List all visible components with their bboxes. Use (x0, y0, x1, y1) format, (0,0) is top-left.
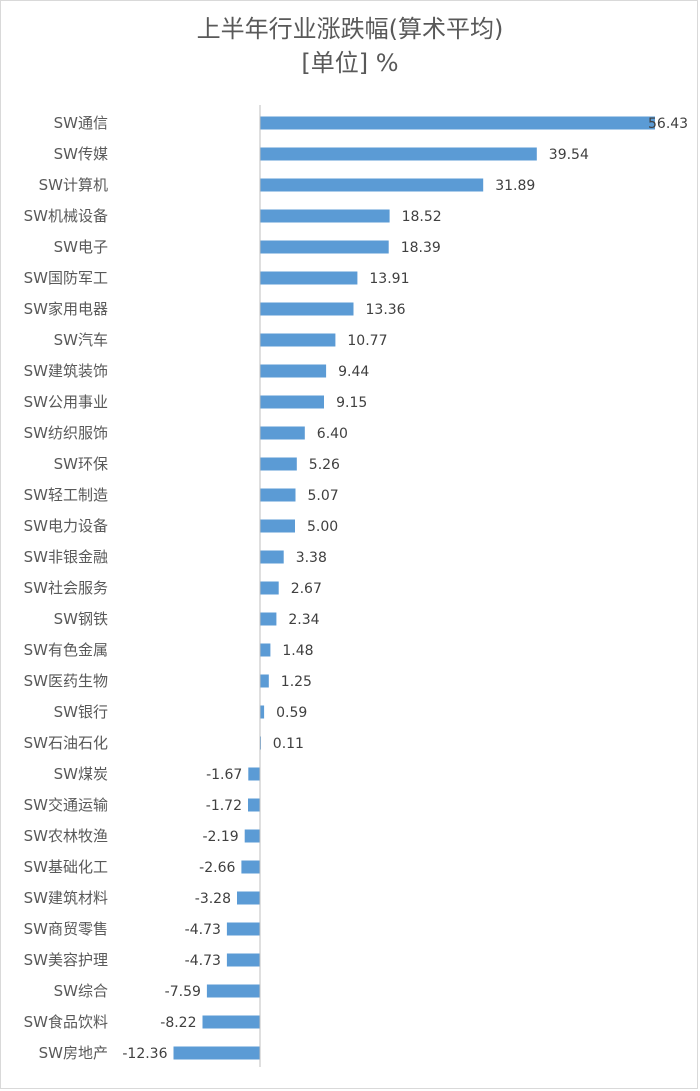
value-label: -3.28 (195, 891, 231, 907)
category-label: SW农林牧渔 (24, 827, 108, 845)
category-label: SW汽车 (54, 331, 108, 349)
category-label: SW国防军工 (24, 269, 108, 287)
bar-25 (237, 891, 260, 905)
bar-17 (260, 643, 271, 657)
value-label: 5.00 (307, 519, 338, 535)
bar-12 (260, 488, 296, 502)
value-label: -2.19 (202, 829, 238, 845)
value-label: 1.25 (281, 674, 312, 690)
bar-22 (248, 798, 260, 812)
category-label: SW综合 (54, 982, 108, 1000)
category-label: SW轻工制造 (24, 486, 108, 504)
bar-6 (260, 302, 354, 316)
value-label: 18.39 (401, 240, 441, 256)
bar-7 (260, 333, 336, 347)
value-label: -1.67 (206, 767, 242, 783)
bar-27 (226, 953, 260, 967)
bar-11 (260, 457, 297, 471)
value-label: 9.15 (336, 395, 367, 411)
value-label: 0.11 (273, 736, 304, 752)
value-label: -8.22 (160, 1015, 196, 1031)
bar-21 (248, 767, 260, 781)
bar-24 (241, 860, 260, 874)
chart-subtitle: [单位] % (301, 49, 399, 77)
value-label: 13.36 (366, 302, 406, 318)
category-labels-group: SW通信 SW传媒 SW计算机 SW机械设备 SW电子 SW国防军工 SW家用电器 SW汽车 S… (24, 114, 108, 1062)
category-label: SW传媒 (54, 145, 108, 163)
value-label: 56.43 (648, 116, 688, 132)
value-label: 5.26 (309, 457, 340, 473)
bar-4 (260, 240, 389, 254)
bar-9 (260, 395, 324, 409)
category-label: SW美容护理 (24, 951, 108, 969)
category-label: SW纺织服饰 (24, 424, 108, 442)
bar-16 (260, 612, 277, 626)
category-label: SW商贸零售 (24, 920, 108, 938)
category-label: SW通信 (54, 114, 108, 132)
category-label: SW机械设备 (24, 207, 108, 225)
category-label: SW基础化工 (24, 858, 108, 876)
value-labels-group: 56.43 39.54 31.89 18.52 18.39 13.91 13.36 10.77… (122, 116, 688, 1062)
category-label: SW建筑装饰 (24, 362, 108, 380)
value-label: -12.36 (122, 1046, 167, 1062)
bar-26 (226, 922, 260, 936)
bar-1 (260, 147, 537, 161)
category-label: SW石油石化 (24, 734, 108, 752)
category-label: SW计算机 (39, 176, 108, 194)
value-label: -4.73 (185, 953, 221, 969)
value-label: 18.52 (402, 209, 442, 225)
value-label: -2.66 (199, 860, 235, 876)
value-label: 5.07 (308, 488, 339, 504)
bar-14 (260, 550, 284, 564)
category-label: SW电子 (54, 238, 108, 256)
value-label: 6.40 (317, 426, 348, 442)
category-label: SW交通运输 (24, 796, 108, 814)
value-label: 31.89 (495, 178, 535, 194)
bar-5 (260, 271, 358, 285)
bar-8 (260, 364, 327, 378)
bar-23 (244, 829, 260, 843)
value-label: 9.44 (338, 364, 369, 380)
category-label: SW社会服务 (24, 579, 108, 597)
bar-13 (260, 519, 295, 533)
category-label: SW钢铁 (54, 610, 108, 628)
category-label: SW电力设备 (24, 517, 108, 535)
bar-2 (260, 178, 484, 192)
category-label: SW非银金融 (24, 548, 108, 566)
value-label: 1.48 (282, 643, 313, 659)
chart-title: 上半年行业涨跌幅(算术平均) (196, 15, 504, 43)
category-label: SW房地产 (39, 1044, 108, 1062)
value-label: 13.91 (369, 271, 409, 287)
category-label: SW建筑材料 (24, 889, 108, 907)
category-label: SW食品饮料 (24, 1013, 108, 1031)
bar-10 (260, 426, 305, 440)
bar-28 (206, 984, 260, 998)
value-label: 10.77 (347, 333, 387, 349)
category-label: SW银行 (54, 703, 108, 721)
category-label: SW公用事业 (24, 393, 108, 411)
bar-30 (173, 1046, 260, 1060)
bar-15 (260, 581, 279, 595)
bar-18 (260, 674, 269, 688)
value-label: 3.38 (296, 550, 327, 566)
category-label: SW环保 (54, 455, 108, 473)
category-label: SW家用电器 (24, 300, 108, 318)
value-label: -7.59 (165, 984, 201, 1000)
bar-29 (202, 1015, 260, 1029)
value-label: 39.54 (549, 147, 589, 163)
value-label: 2.34 (288, 612, 319, 628)
bar-0 (260, 116, 655, 130)
value-label: 2.67 (291, 581, 322, 597)
value-label: 0.59 (276, 705, 307, 721)
category-label: SW煤炭 (54, 765, 108, 783)
value-label: -4.73 (185, 922, 221, 938)
category-label: SW有色金属 (24, 641, 108, 659)
bar-3 (260, 209, 390, 223)
value-label: -1.72 (206, 798, 242, 814)
bars-group (173, 116, 655, 1060)
category-label: SW医药生物 (24, 672, 108, 690)
bar-19 (260, 705, 265, 719)
